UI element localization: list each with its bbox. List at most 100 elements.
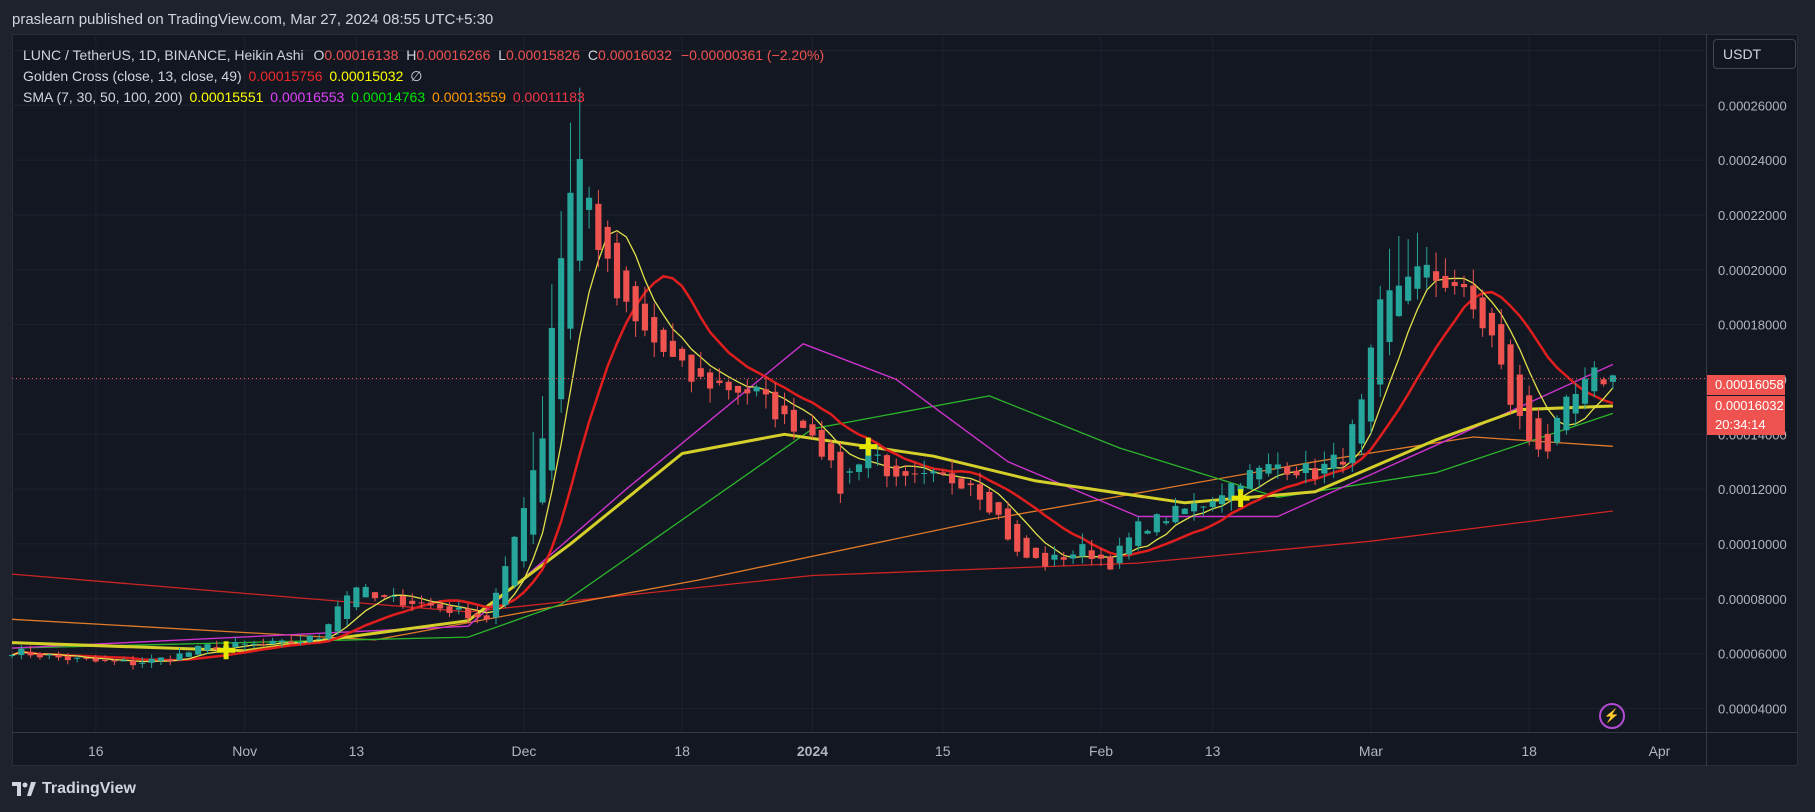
candle	[55, 651, 62, 661]
candle-body	[1554, 417, 1561, 443]
ohlc-close-label: C	[587, 47, 599, 63]
price-tick-label: 0.00006000	[1718, 647, 1787, 662]
candle-body	[176, 653, 183, 661]
candle	[306, 634, 313, 644]
candle	[399, 589, 406, 609]
candle	[1591, 361, 1598, 398]
price-tick-label: 0.00020000	[1718, 263, 1787, 278]
candle-body	[762, 389, 769, 395]
candle	[1321, 451, 1328, 484]
candle	[781, 392, 788, 425]
candle	[958, 477, 965, 490]
candle	[185, 651, 192, 658]
candle	[492, 588, 500, 625]
golden-cross-slow-value: 0.00015032	[329, 68, 404, 84]
candle	[334, 600, 341, 636]
candle-body	[1163, 521, 1170, 524]
candle	[949, 460, 956, 495]
candle-body	[1014, 523, 1021, 552]
candle	[734, 385, 742, 405]
candle-body	[1060, 557, 1067, 560]
candle	[1544, 424, 1551, 459]
candle	[1181, 508, 1188, 515]
price-tick-label: 0.00026000	[1718, 98, 1787, 113]
candle	[1125, 532, 1132, 560]
candle-body	[455, 607, 462, 610]
sma50-line	[11, 395, 1614, 649]
candle	[1274, 452, 1281, 479]
candle	[1042, 546, 1049, 571]
candle	[1572, 383, 1579, 426]
sma100-value: 0.00013559	[432, 89, 506, 105]
candle	[911, 462, 918, 484]
candle	[64, 652, 71, 665]
candle	[18, 644, 25, 660]
candle-body	[725, 381, 732, 391]
currency-button[interactable]: USDT	[1713, 39, 1796, 69]
candle	[1218, 483, 1226, 513]
candle	[1312, 458, 1319, 485]
sma200-line	[11, 510, 1613, 613]
candle-body	[781, 405, 788, 415]
candle	[1032, 547, 1039, 559]
candle	[930, 468, 937, 483]
candle	[1079, 533, 1086, 564]
candle-body	[846, 471, 853, 473]
candle-body	[1256, 467, 1263, 480]
candle-body	[949, 473, 956, 484]
time-tick-label: Dec	[511, 743, 536, 759]
candle	[157, 657, 164, 666]
candle-body	[260, 643, 267, 645]
candle-body	[976, 484, 984, 500]
candle	[1302, 450, 1309, 484]
candle	[548, 284, 555, 481]
candle	[344, 591, 351, 626]
candle-body	[297, 642, 304, 644]
candle-body	[753, 386, 760, 392]
candle	[697, 352, 704, 380]
candle	[1135, 516, 1142, 551]
candle	[1386, 248, 1393, 356]
candle	[83, 657, 90, 661]
candle	[669, 323, 676, 357]
candle	[1507, 339, 1514, 414]
candle	[632, 281, 639, 337]
candle-body	[139, 662, 146, 664]
candle-body	[1070, 554, 1077, 559]
symbol-row[interactable]: LUNC / TetherUS, 1D, BINANCE, Heikin Ash…	[23, 45, 824, 66]
lightning-icon[interactable]: ⚡	[1599, 703, 1625, 729]
tradingview-logo[interactable]: TradingView	[12, 780, 136, 798]
candle-body	[353, 587, 360, 608]
candle-body	[1414, 266, 1421, 289]
candle	[1563, 394, 1570, 435]
candle	[325, 623, 332, 641]
candle-body	[1116, 545, 1123, 564]
candle-body	[474, 613, 481, 618]
sma-row[interactable]: SMA (7, 30, 50, 100, 200) 0.00015551 0.0…	[23, 87, 824, 108]
ohlc-low: 0.00015826	[506, 47, 581, 63]
candle	[1209, 497, 1216, 512]
candle-body	[446, 606, 453, 613]
candle-body	[288, 641, 295, 644]
candle	[902, 465, 909, 487]
time-tick-label: 18	[674, 743, 690, 759]
candle-body	[492, 592, 500, 618]
golden-cross-fast-value: 0.00015756	[248, 68, 323, 84]
golden-cross-row[interactable]: Golden Cross (close, 13, close, 49) 0.00…	[23, 66, 824, 87]
candle	[260, 638, 267, 647]
candle	[1609, 374, 1616, 390]
candle	[1200, 505, 1207, 516]
candle-body	[1228, 483, 1235, 500]
candle	[1405, 239, 1412, 305]
time-tick-label: Nov	[232, 743, 257, 759]
candle-body	[111, 660, 118, 662]
candle	[427, 597, 434, 609]
candle-body	[148, 658, 155, 663]
candle-body	[1339, 461, 1347, 465]
candle-body	[502, 566, 509, 606]
candle-body	[1526, 395, 1533, 442]
candle-body	[102, 659, 109, 661]
candle-body	[902, 471, 909, 476]
candle-body	[1088, 550, 1095, 560]
